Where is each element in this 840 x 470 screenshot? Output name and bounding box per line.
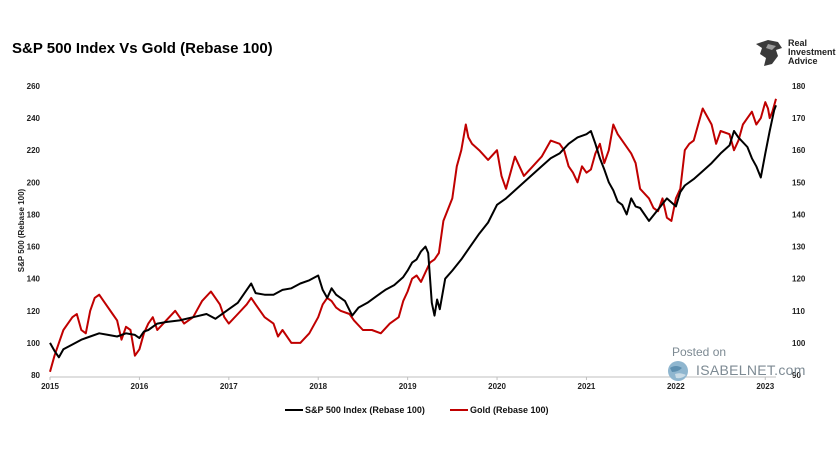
y-left-tick-label: 140 <box>27 275 41 284</box>
y-left-tick-label: 260 <box>27 82 41 91</box>
eagle-icon <box>756 40 782 66</box>
globe-icon <box>668 361 688 381</box>
x-tick-label: 2018 <box>309 382 327 391</box>
y-axis-label: S&P 500 (Rebase 100) <box>17 188 26 272</box>
y-right-tick-label: 90 <box>792 371 801 380</box>
x-axis: 2015 2016 2017 2018 2019 2020 2021 2022 2023 <box>41 376 776 391</box>
logo-line-1: Real <box>788 38 808 48</box>
watermark-site-text: ISABELNET.com <box>696 362 806 378</box>
chart-title: S&P 500 Index Vs Gold (Rebase 100) <box>12 40 273 57</box>
legend: S&P 500 Index (Rebase 100) Gold (Rebase 1… <box>285 405 549 415</box>
watermark-posted-text: Posted on <box>672 345 727 359</box>
y-right-tick-label: 100 <box>792 339 806 348</box>
series-line-gold <box>49 98 777 373</box>
y-right-tick-label: 110 <box>792 307 805 316</box>
y-axis-left: 80 100 120 140 160 180 200 220 240 260 <box>27 82 41 380</box>
y-right-tick-label: 140 <box>792 210 806 219</box>
y-left-tick-label: 220 <box>27 146 41 155</box>
series-line-sp500 <box>49 104 777 359</box>
y-left-tick-label: 80 <box>31 371 40 380</box>
x-tick-label: 2015 <box>41 382 59 391</box>
x-tick-label: 2022 <box>667 382 685 391</box>
y-axis-right: 90 100 110 120 130 140 150 160 170 180 <box>792 82 806 380</box>
y-left-tick-label: 120 <box>27 307 41 316</box>
y-right-tick-label: 160 <box>792 146 806 155</box>
brand-logo: Real Investment Advice <box>752 38 840 68</box>
logo-line-3: Advice <box>788 56 818 66</box>
y-right-tick-label: 170 <box>792 114 806 123</box>
x-tick-label: 2017 <box>220 382 238 391</box>
logo-line-2: Investment <box>788 47 836 57</box>
watermark: Posted on ISABELNET.com <box>664 345 805 385</box>
y-left-tick-label: 240 <box>27 114 41 123</box>
legend-label-sp500: S&P 500 Index (Rebase 100) <box>305 405 425 415</box>
x-tick-label: 2016 <box>131 382 149 391</box>
y-left-tick-label: 100 <box>27 339 41 348</box>
x-tick-label: 2023 <box>756 382 774 391</box>
x-tick-label: 2019 <box>399 382 417 391</box>
y-right-tick-label: 180 <box>792 82 806 91</box>
y-right-tick-label: 130 <box>792 243 806 252</box>
x-tick-label: 2021 <box>578 382 596 391</box>
y-right-tick-label: 120 <box>792 275 806 284</box>
y-left-tick-label: 200 <box>27 178 41 187</box>
y-left-tick-label: 180 <box>27 210 41 219</box>
y-left-tick-label: 160 <box>27 243 41 252</box>
y-right-tick-label: 150 <box>792 178 806 187</box>
legend-label-gold: Gold (Rebase 100) <box>470 405 549 415</box>
x-tick-label: 2020 <box>488 382 506 391</box>
series-layer <box>49 98 777 373</box>
